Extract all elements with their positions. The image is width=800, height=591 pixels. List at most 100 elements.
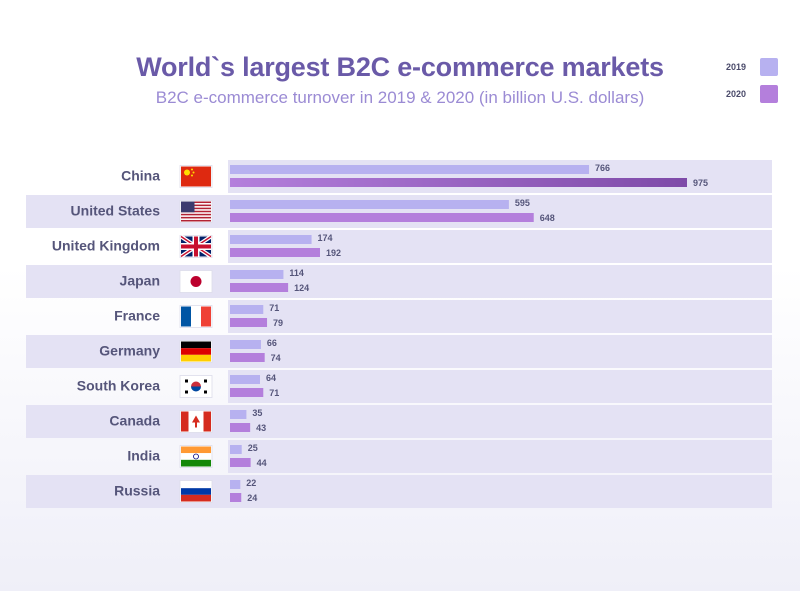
row-band-china (228, 160, 772, 193)
france-flag-icon (179, 305, 213, 328)
row-russia: Russia 22 24 (26, 475, 772, 508)
bar-2019-canada (230, 410, 247, 419)
united-states-flag-icon-part (181, 204, 211, 207)
value-label-2020-canada: 43 (256, 423, 266, 433)
bar-2020-united-states (230, 213, 534, 222)
chart-title: World`s largest B2C e-commerce markets (136, 52, 664, 82)
row-china: China 766 975 (121, 160, 772, 193)
france-flag-icon-part (201, 306, 211, 327)
value-label-2019-united-kingdom: 174 (318, 233, 333, 243)
value-label-2020-china: 975 (693, 178, 708, 188)
united-kingdom-flag-icon-part (181, 244, 211, 249)
value-label-2019-china: 766 (595, 163, 610, 173)
united-kingdom-flag-icon (179, 234, 213, 259)
russia-flag-icon-part (181, 494, 211, 502)
value-label-2020-germany: 74 (271, 353, 281, 363)
bar-2019-russia (230, 480, 241, 489)
china-flag-icon-part (184, 169, 190, 176)
bar-2020-japan (230, 283, 289, 292)
united-states-flag-icon-part (181, 213, 211, 216)
germany-flag-icon-part (181, 354, 211, 362)
china-flag-icon-part (191, 168, 193, 171)
row-india: India 25 44 (127, 440, 772, 473)
row-band-united-kingdom (228, 230, 772, 263)
united-states-flag-icon-part (181, 210, 211, 213)
value-label-2019-russia: 22 (246, 478, 256, 488)
france-flag-icon-part (191, 306, 201, 327)
row-band-france (228, 300, 772, 333)
south-korea-flag-icon-part (191, 386, 201, 392)
canada-flag-icon-part (203, 411, 211, 432)
united-states-flag-icon-part (181, 207, 211, 210)
row-band-canada (26, 405, 772, 438)
category-label-china: China (121, 168, 160, 184)
bar-2020-canada (230, 423, 251, 432)
bar-2020-russia (230, 493, 242, 502)
value-label-2019-south-korea: 64 (266, 373, 276, 383)
russia-flag-icon-part (181, 481, 211, 489)
row-canada: Canada 35 43 (26, 405, 772, 438)
chart-subtitle: B2C e-commerce turnover in 2019 & 2020 (… (155, 88, 645, 107)
india-flag-icon-part (181, 453, 211, 460)
bar-2019-france (230, 305, 264, 314)
value-label-2020-south-korea: 71 (269, 388, 279, 398)
category-label-canada: Canada (109, 413, 160, 429)
legend-label-2019: 2019 (726, 62, 747, 72)
bar-2020-germany (230, 353, 265, 362)
bar-2019-china (230, 165, 590, 174)
value-label-2020-united-kingdom: 192 (326, 248, 341, 258)
japan-flag-icon-part (190, 276, 202, 287)
united-states-flag-icon-part (181, 216, 211, 219)
south-korea-flag-icon-part (204, 390, 207, 394)
value-label-2019-canada: 35 (252, 408, 262, 418)
category-label-russia: Russia (114, 483, 160, 499)
south-korea-flag-icon-part (191, 381, 201, 387)
category-label-france: France (114, 308, 160, 324)
canada-flag-icon (179, 410, 213, 433)
china-flag-icon-part (192, 171, 195, 174)
united-states-flag-icon-part (181, 201, 211, 204)
bar-2019-united-kingdom (230, 235, 312, 244)
value-label-2020-united-states: 648 (540, 213, 555, 223)
bar-2019-japan (230, 270, 284, 279)
canada-flag-icon-part (192, 415, 200, 428)
south-korea-flag-icon (179, 375, 213, 398)
row-south-korea: South Korea 64 71 (77, 370, 772, 403)
row-united-states: United States 595 648 (26, 195, 772, 228)
bar-2020-france (230, 318, 268, 327)
category-label-united-kingdom: United Kingdom (52, 238, 160, 254)
legend-swatch-2020 (760, 85, 778, 103)
row-france: France 71 79 (114, 300, 772, 333)
russia-flag-icon (179, 480, 213, 503)
value-label-2020-france: 79 (273, 318, 283, 328)
bar-2019-india (230, 445, 242, 454)
india-flag-icon-part (181, 446, 211, 454)
row-united-kingdom: United Kingdom 174 192 (52, 230, 772, 263)
legend-swatch-2019 (760, 58, 778, 76)
value-label-2019-united-states: 595 (515, 198, 530, 208)
canada-flag-icon-part (181, 411, 189, 432)
south-korea-flag-icon-part (185, 379, 188, 383)
value-label-2019-france: 71 (269, 303, 279, 313)
legend-item-2020: 2020 (726, 85, 786, 105)
legend-label-2020: 2020 (726, 89, 747, 99)
united-states-flag-icon-part (181, 219, 211, 222)
row-band-south-korea (228, 370, 772, 403)
france-flag-icon-part (181, 306, 191, 327)
value-label-2020-india: 44 (257, 458, 267, 468)
value-label-2019-germany: 66 (267, 338, 277, 348)
germany-flag-icon-part (181, 348, 211, 355)
india-flag-icon-part (181, 459, 211, 467)
bar-2019-south-korea (230, 375, 260, 384)
bar-2019-germany (230, 340, 261, 349)
row-band-india (228, 440, 772, 473)
value-label-2020-russia: 24 (247, 493, 257, 503)
japan-flag-icon (179, 270, 213, 293)
india-flag-icon (179, 445, 213, 468)
category-label-united-states: United States (71, 203, 161, 219)
category-label-india: India (127, 448, 160, 464)
category-label-germany: Germany (99, 343, 160, 359)
china-flag-icon (179, 165, 213, 188)
china-flag-icon-part (181, 166, 211, 187)
